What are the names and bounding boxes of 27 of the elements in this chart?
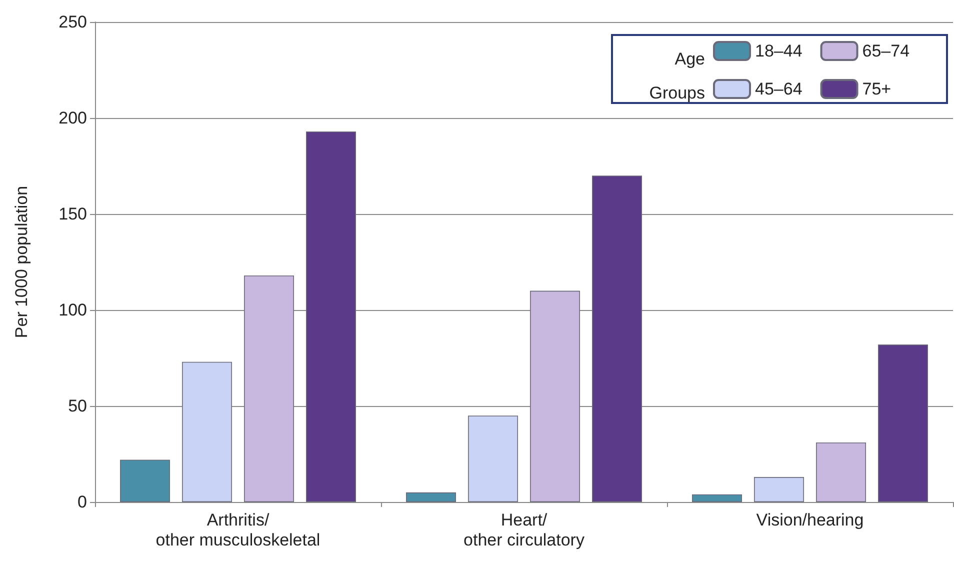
y-tick-label: 50	[68, 396, 87, 416]
bar	[182, 362, 232, 502]
bar	[120, 460, 170, 502]
y-tick-label: 100	[58, 300, 87, 320]
bar	[306, 131, 356, 502]
legend-label: 65–74	[862, 42, 910, 60]
y-axis-title: Per 1000 population	[12, 186, 31, 338]
legend-label: 75+	[862, 80, 892, 98]
bar	[468, 416, 518, 502]
legend-label: 18–44	[755, 42, 802, 60]
legend-label: 45–64	[755, 80, 802, 98]
x-tick-label: Vision/hearing	[756, 510, 864, 530]
x-tick-label: Heart/ other circulatory	[464, 510, 585, 550]
bar	[530, 290, 580, 502]
bar	[878, 344, 928, 502]
bar	[244, 275, 294, 502]
bar	[754, 477, 804, 502]
y-tick-label: 250	[58, 12, 87, 32]
bar	[592, 176, 642, 502]
bar	[692, 494, 742, 502]
legend-title: Age Groups	[649, 50, 705, 102]
x-tick-label: Arthritis/ other musculoskeletal	[156, 510, 320, 550]
y-tick-label: 200	[58, 108, 87, 128]
y-tick-label: 150	[58, 204, 87, 224]
bar	[816, 442, 866, 502]
bar	[406, 492, 456, 502]
y-tick-label: 0	[78, 492, 87, 512]
